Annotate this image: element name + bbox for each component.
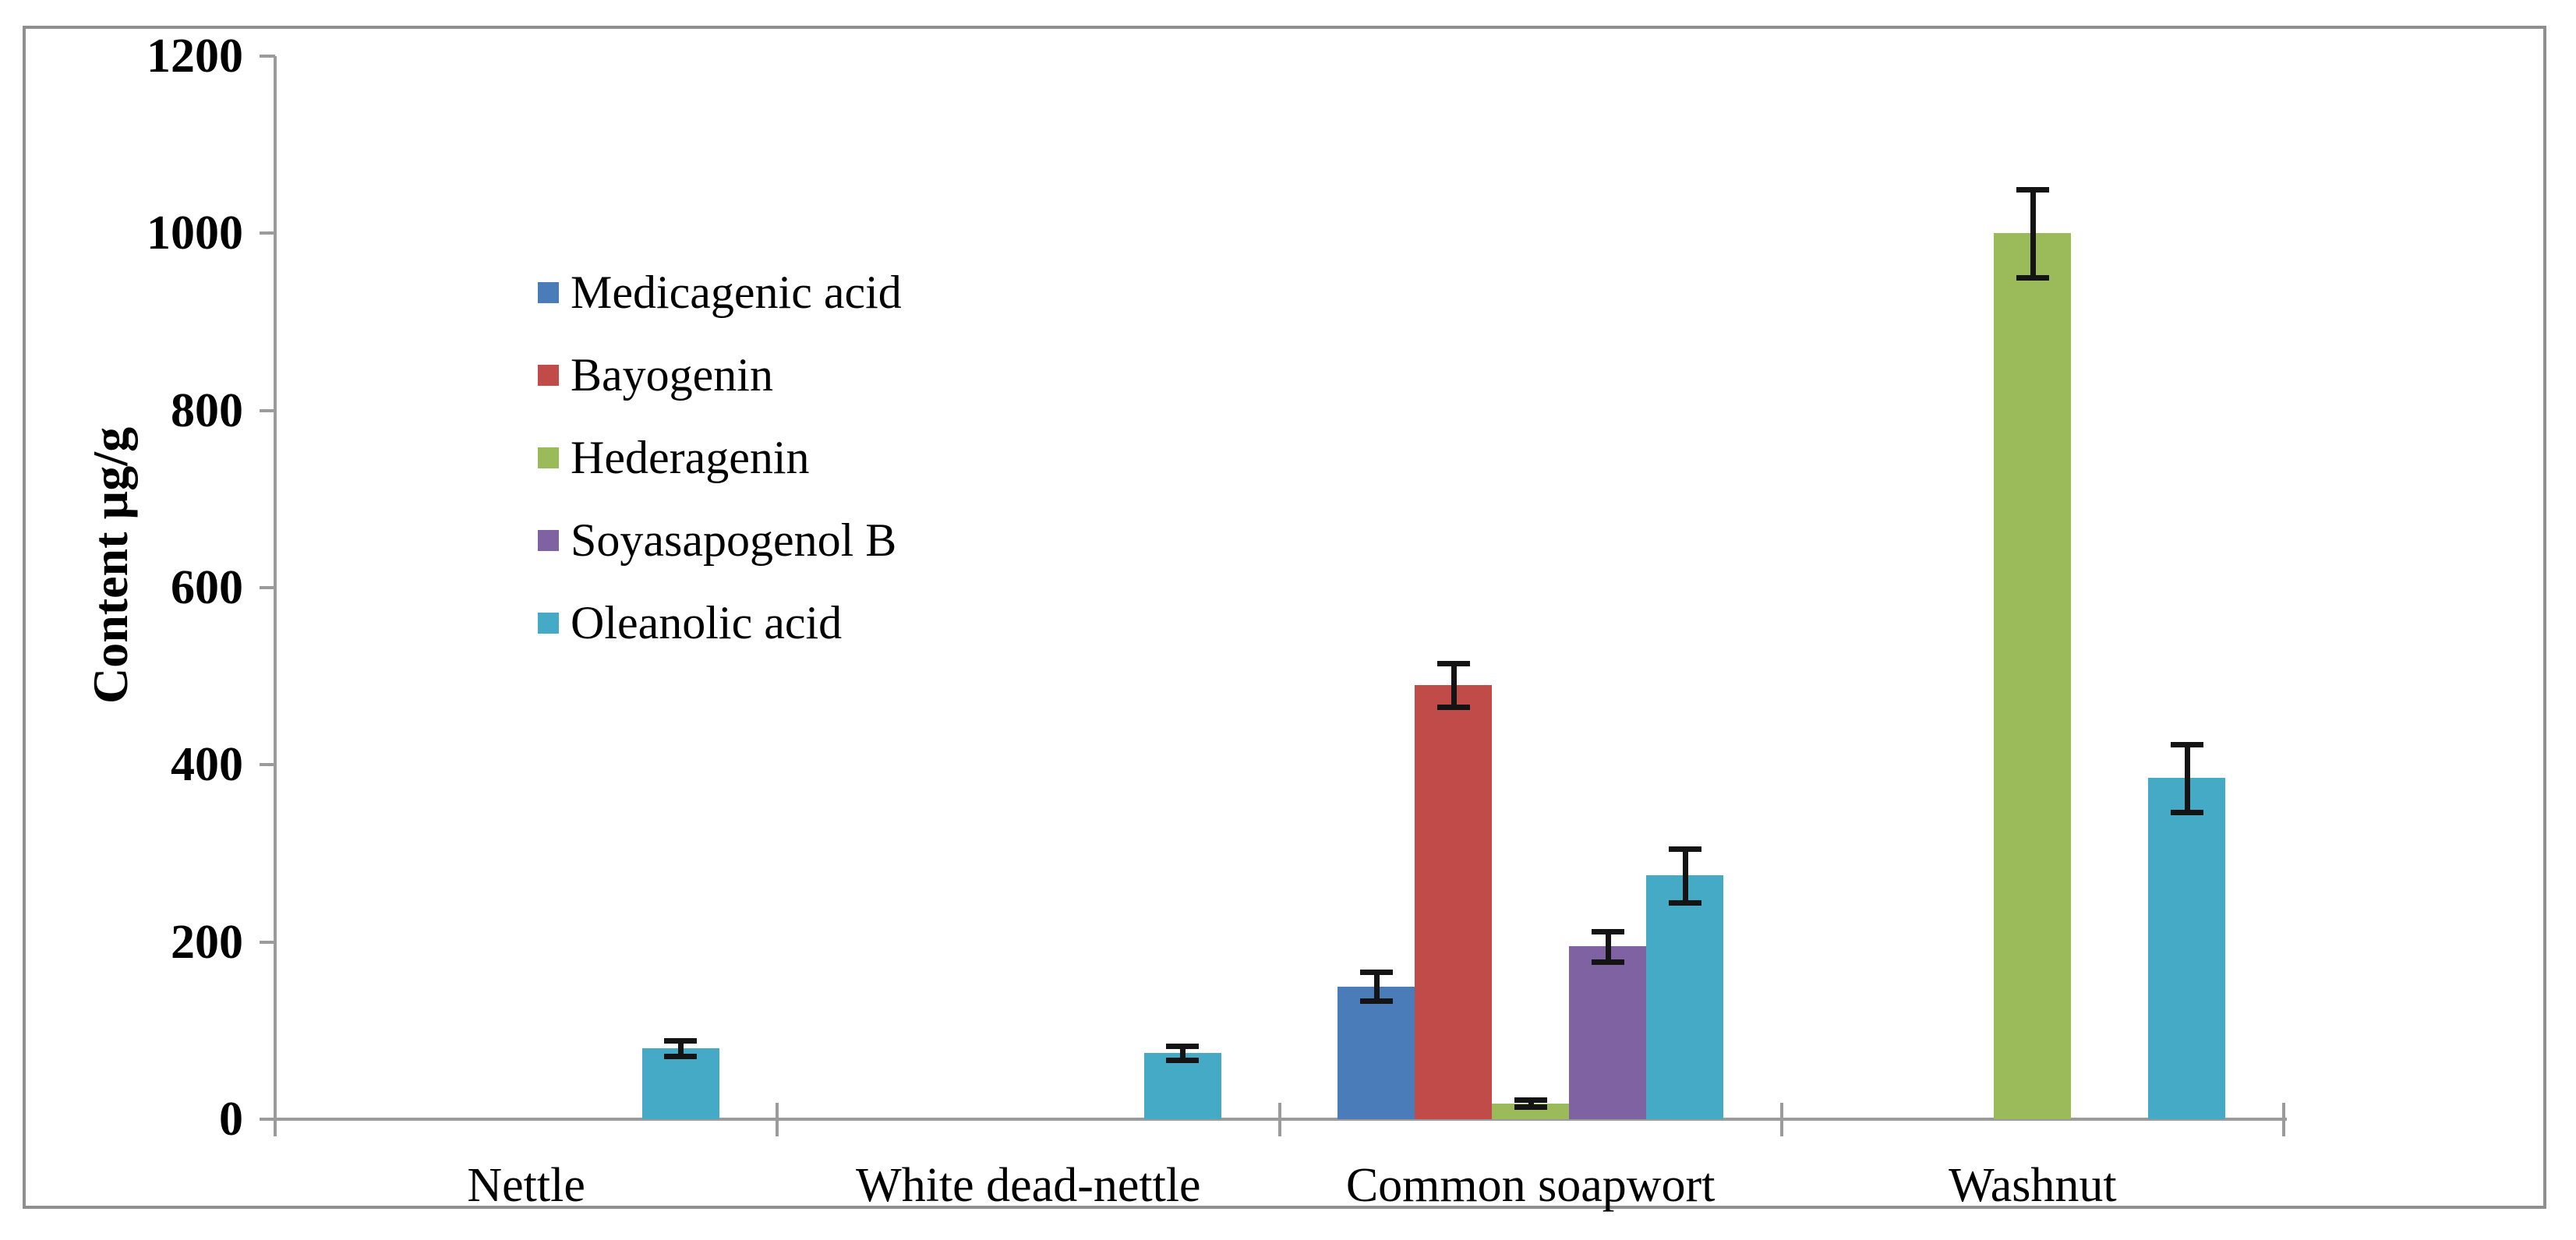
y-axis-tick-label: 800 [171, 383, 243, 437]
y-axis-tick [260, 408, 275, 412]
error-bar-cap [2170, 742, 2203, 748]
error-bar-whisker [1373, 972, 1380, 1001]
error-bar-whisker [2030, 189, 2036, 278]
legend-label: Medicagenic acid [571, 267, 902, 318]
legend-label: Bayogenin [571, 349, 773, 401]
y-axis-tick [260, 55, 275, 58]
legend-swatch-icon [538, 365, 559, 386]
y-axis-tick [260, 940, 275, 944]
error-bar-whisker [1180, 1045, 1186, 1060]
error-bar-whisker [678, 1040, 684, 1057]
error-bar-cap [1359, 970, 1393, 976]
error-bar-cap [1668, 846, 1701, 853]
legend-swatch-icon [538, 530, 559, 551]
y-axis-tick [260, 763, 275, 767]
figure-border [23, 26, 2546, 1209]
error-bar-cap [1359, 998, 1393, 1004]
error-bar-cap [1436, 705, 1470, 711]
error-bar-whisker [2184, 744, 2190, 812]
y-axis-tick [260, 1118, 275, 1121]
bar-oleanolic-acid [2148, 778, 2226, 1119]
y-axis-tick [260, 586, 275, 589]
bar-soyasapogenol-b [1569, 946, 1647, 1119]
error-bar-cap [1668, 899, 1701, 906]
legend-label: Oleanolic acid [571, 597, 843, 648]
legend-swatch-icon [538, 282, 559, 303]
bar-medicagenic-acid [1337, 986, 1415, 1119]
error-bar-cap [664, 1037, 698, 1044]
y-axis-tick-label: 1000 [147, 207, 243, 260]
bar-oleanolic-acid [641, 1048, 719, 1119]
x-axis-category-label: Common soapwort [1345, 1159, 1716, 1212]
legend-label: Hederagenin [571, 432, 810, 483]
error-bar-cap [664, 1054, 698, 1060]
x-axis-category-label: Nettle [467, 1159, 585, 1212]
bar-hederagenin [1994, 233, 2072, 1119]
bar-bayogenin [1415, 685, 1493, 1119]
y-axis-tick-label: 1200 [147, 30, 243, 83]
x-axis-category-label: White dead-nettle [856, 1159, 1201, 1212]
legend-swatch-icon [538, 613, 559, 634]
x-axis-tick [776, 1103, 779, 1136]
legend-swatch-icon [538, 447, 559, 468]
y-axis-tick-label: 0 [219, 1093, 243, 1146]
error-bar-cap [1436, 660, 1470, 666]
y-axis-tick-label: 600 [171, 561, 243, 614]
legend-label: Soyasapogenol B [571, 514, 897, 566]
error-bar-cap [1514, 1097, 1547, 1103]
error-bar-cap [2016, 186, 2049, 193]
x-axis-tick [1277, 1103, 1281, 1136]
error-bar-whisker [1605, 931, 1611, 962]
x-axis-tick [1779, 1103, 1783, 1136]
y-axis-line [274, 56, 277, 1136]
y-axis-tick [260, 231, 275, 235]
error-bar-whisker [1451, 662, 1457, 708]
error-bar-cap [1514, 1104, 1547, 1111]
error-bar-cap [1166, 1043, 1200, 1049]
error-bar-cap [2016, 275, 2049, 281]
x-axis-category-label: Washnut [1949, 1159, 2117, 1212]
error-bar-whisker [1528, 1099, 1534, 1108]
bar-hederagenin [1492, 1103, 1570, 1119]
y-axis-tick-label: 200 [171, 915, 243, 969]
error-bar-cap [1166, 1057, 1200, 1063]
bar-oleanolic-acid [1646, 875, 1724, 1119]
error-bar-cap [2170, 809, 2203, 815]
error-bar-cap [1591, 959, 1624, 965]
error-bar-whisker [1682, 849, 1688, 903]
y-axis-tick-label: 400 [171, 738, 243, 792]
x-axis-tick [2282, 1103, 2285, 1136]
bar-oleanolic-acid [1143, 1052, 1221, 1119]
error-bar-cap [1591, 929, 1624, 935]
